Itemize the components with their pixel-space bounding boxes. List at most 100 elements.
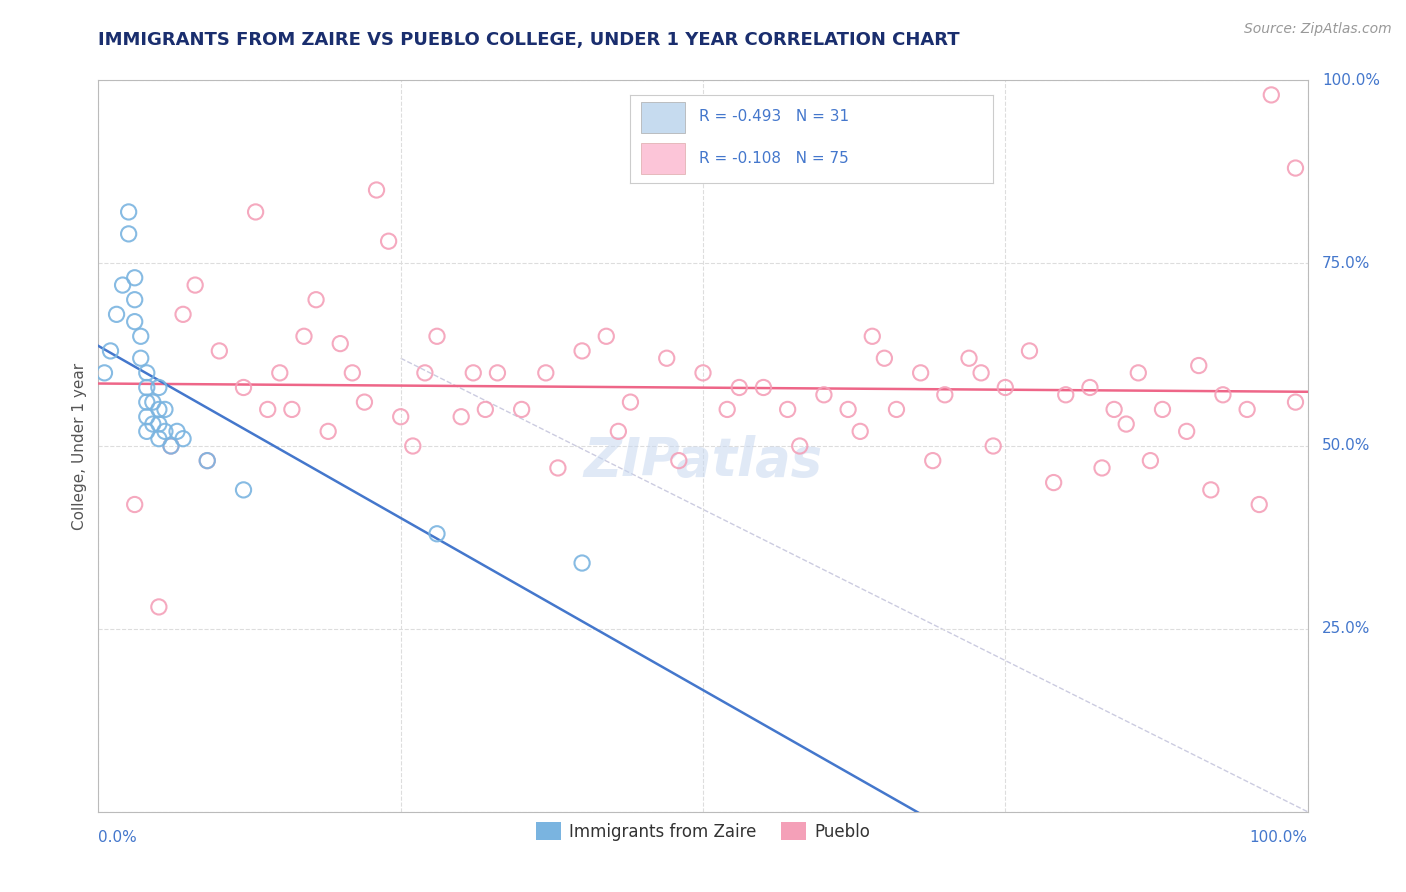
Point <box>692 366 714 380</box>
Point <box>1091 461 1114 475</box>
Point <box>1236 402 1258 417</box>
Point <box>100 343 122 358</box>
Point <box>118 227 141 241</box>
Point <box>776 402 799 417</box>
Point <box>195 453 218 467</box>
Point <box>957 351 980 366</box>
Point <box>342 366 364 380</box>
Point <box>148 599 170 614</box>
Point <box>93 366 115 380</box>
Point <box>921 453 943 467</box>
Point <box>269 366 291 380</box>
Point <box>873 351 896 366</box>
Point <box>1188 359 1211 373</box>
Text: 0.0%: 0.0% <box>98 830 138 845</box>
Point <box>402 439 425 453</box>
Point <box>547 461 569 475</box>
Point <box>1260 87 1282 102</box>
Point <box>1284 395 1306 409</box>
Point <box>389 409 412 424</box>
Point <box>426 329 449 343</box>
Point <box>292 329 315 343</box>
Point <box>353 395 375 409</box>
Point <box>510 402 533 417</box>
Point <box>571 343 593 358</box>
Point <box>111 278 134 293</box>
Text: Source: ZipAtlas.com: Source: ZipAtlas.com <box>1244 22 1392 37</box>
Point <box>1249 498 1271 512</box>
Point <box>232 380 254 394</box>
Text: 50.0%: 50.0% <box>1322 439 1371 453</box>
Point <box>607 425 630 439</box>
Point <box>1139 453 1161 467</box>
Text: 100.0%: 100.0% <box>1250 830 1308 845</box>
Point <box>849 425 872 439</box>
Point <box>160 439 183 453</box>
Point <box>789 439 811 453</box>
Text: 25.0%: 25.0% <box>1322 622 1371 636</box>
Point <box>934 388 956 402</box>
Point <box>148 402 170 417</box>
Point <box>195 453 218 467</box>
Point <box>329 336 352 351</box>
Point <box>148 417 170 431</box>
Point <box>142 395 165 409</box>
Point <box>970 366 993 380</box>
Point <box>426 526 449 541</box>
Point <box>716 402 738 417</box>
Point <box>118 205 141 219</box>
Point <box>245 205 267 219</box>
Point <box>655 351 678 366</box>
Point <box>1199 483 1222 497</box>
Point <box>129 351 152 366</box>
Text: 100.0%: 100.0% <box>1322 73 1381 87</box>
Point <box>124 270 146 285</box>
Point <box>316 425 339 439</box>
Point <box>474 402 496 417</box>
Point <box>668 453 690 467</box>
Point <box>486 366 509 380</box>
Point <box>377 234 399 248</box>
Point <box>124 498 146 512</box>
Point <box>595 329 617 343</box>
Point <box>813 388 835 402</box>
Point <box>463 366 485 380</box>
Point <box>135 425 157 439</box>
Point <box>160 439 183 453</box>
Point <box>1128 366 1150 380</box>
Point <box>135 395 157 409</box>
Text: IMMIGRANTS FROM ZAIRE VS PUEBLO COLLEGE, UNDER 1 YEAR CORRELATION CHART: IMMIGRANTS FROM ZAIRE VS PUEBLO COLLEGE,… <box>98 31 960 49</box>
Point <box>1175 425 1198 439</box>
Point <box>172 432 194 446</box>
Point <box>281 402 304 417</box>
Text: 75.0%: 75.0% <box>1322 256 1371 270</box>
Point <box>1212 388 1234 402</box>
Point <box>1054 388 1077 402</box>
Point <box>837 402 859 417</box>
Point <box>232 483 254 497</box>
Point <box>135 380 157 394</box>
Point <box>1152 402 1174 417</box>
Point <box>1042 475 1064 490</box>
Point <box>1018 343 1040 358</box>
Point <box>450 409 472 424</box>
Point <box>619 395 641 409</box>
Point <box>142 417 165 431</box>
Point <box>1078 380 1101 394</box>
Point <box>166 425 188 439</box>
Point <box>172 307 194 321</box>
Point <box>1284 161 1306 175</box>
Point <box>886 402 908 417</box>
Point <box>860 329 883 343</box>
Point <box>910 366 932 380</box>
Point <box>571 556 593 570</box>
Point <box>256 402 278 417</box>
Point <box>148 432 170 446</box>
Point <box>1102 402 1125 417</box>
Point <box>305 293 328 307</box>
Point <box>366 183 388 197</box>
Point <box>981 439 1004 453</box>
Point <box>153 425 176 439</box>
Legend: Immigrants from Zaire, Pueblo: Immigrants from Zaire, Pueblo <box>529 816 877 847</box>
Point <box>124 293 146 307</box>
